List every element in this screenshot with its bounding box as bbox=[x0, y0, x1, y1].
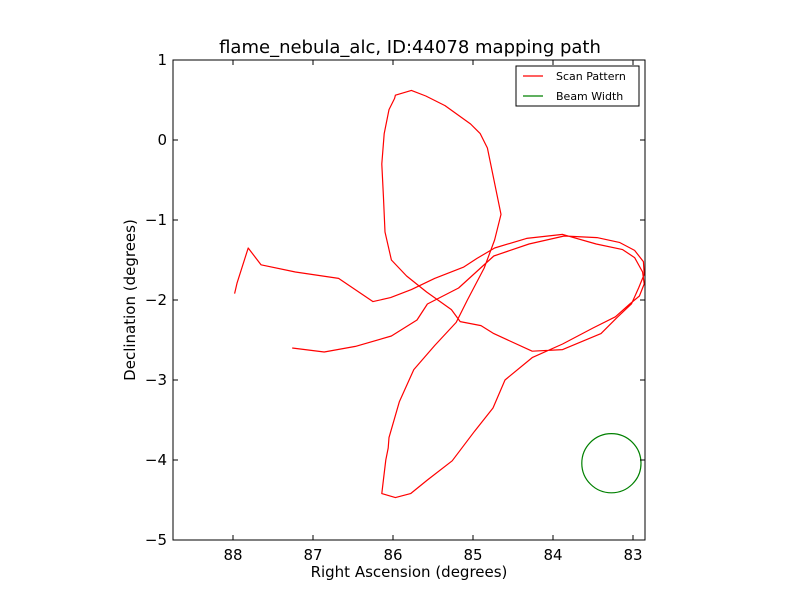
legend: Scan Pattern Beam Width bbox=[515, 65, 640, 107]
chart-title: flame_nebula_alc, ID:44078 mapping path bbox=[219, 37, 601, 58]
y-tick-label: −4 bbox=[145, 451, 167, 469]
y-tick-label: 0 bbox=[157, 131, 167, 149]
x-axis-label: Right Ascension (degrees) bbox=[311, 563, 508, 581]
y-axis-label: Declination (degrees) bbox=[121, 219, 139, 381]
x-tick-label: 88 bbox=[223, 546, 242, 564]
y-tick-label: −5 bbox=[145, 531, 167, 549]
beam-width-circle bbox=[581, 433, 642, 494]
series-layer bbox=[234, 89, 645, 499]
y-axis: 1 0 −1 −2 −3 −4 −5 bbox=[145, 51, 645, 549]
y-tick-label: −3 bbox=[145, 371, 167, 389]
x-tick-label: 86 bbox=[383, 546, 402, 564]
x-tick-label: 84 bbox=[543, 546, 562, 564]
y-tick-label: 1 bbox=[157, 51, 167, 69]
x-tick-label: 83 bbox=[623, 546, 642, 564]
y-tick-label: −1 bbox=[145, 211, 167, 229]
x-tick-label: 85 bbox=[463, 546, 482, 564]
legend-label-scan-pattern: Scan Pattern bbox=[556, 70, 626, 83]
plot-area bbox=[173, 60, 645, 540]
x-axis: 88 87 86 85 84 83 bbox=[223, 60, 643, 564]
y-tick-label: −2 bbox=[145, 291, 167, 309]
legend-box bbox=[515, 65, 640, 107]
x-tick-label: 87 bbox=[303, 546, 322, 564]
series-line-scan-pattern bbox=[234, 89, 645, 499]
legend-label-beam-width: Beam Width bbox=[556, 90, 623, 103]
